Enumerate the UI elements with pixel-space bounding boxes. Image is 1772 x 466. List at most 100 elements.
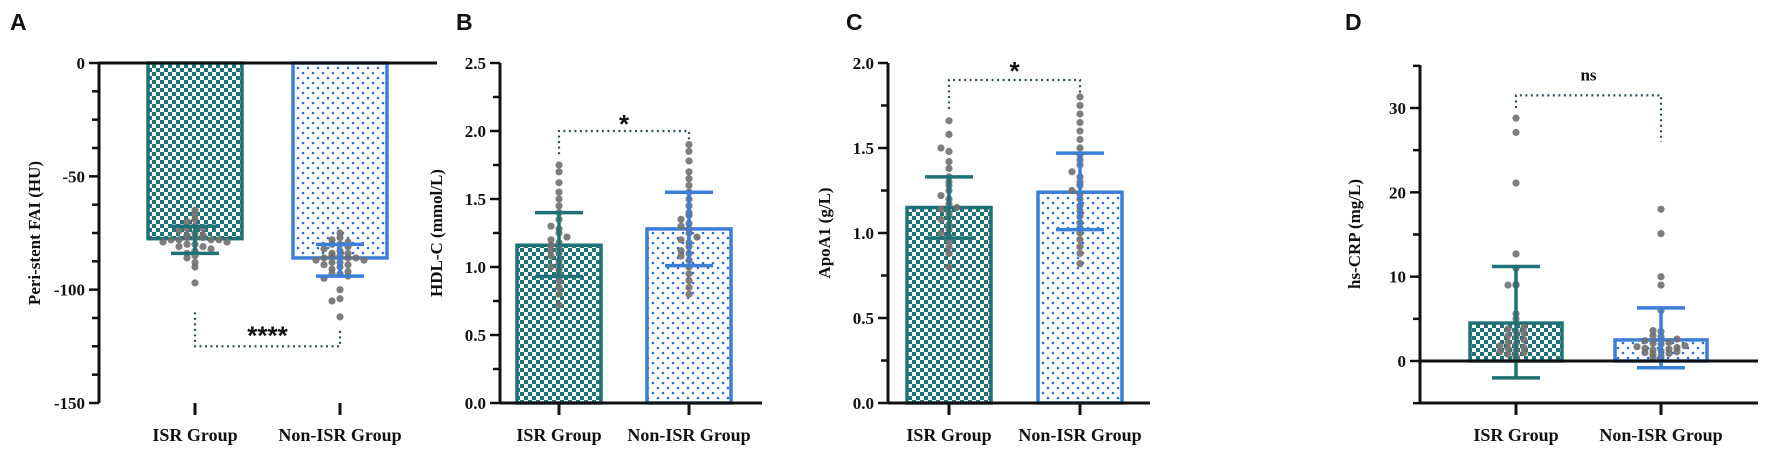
- data-point: [547, 247, 555, 255]
- data-point: [945, 243, 953, 251]
- data-point: [1641, 337, 1649, 345]
- data-point: [1520, 329, 1528, 337]
- data-point: [937, 205, 945, 213]
- y-tick-label: 2.5: [465, 54, 486, 73]
- x-category-label: ISR Group: [1473, 425, 1558, 445]
- data-point: [1504, 325, 1512, 333]
- data-point: [1504, 281, 1512, 289]
- data-point: [1520, 323, 1528, 331]
- data-point: [685, 147, 693, 155]
- data-point: [175, 227, 183, 235]
- data-point: [685, 157, 693, 165]
- data-point: [328, 258, 336, 267]
- data-point: [1068, 168, 1076, 176]
- panel-b: B 0.0 0.5 1.0 1.5 2.0 2.5 HDL-C (mmol/L) ISR Gro…: [427, 9, 762, 445]
- data-point: [685, 181, 693, 189]
- panel-c: C 0.0 0.5 1.0 1.5 2.0 ApoA1 (g/L) ISR Group Non-…: [815, 9, 1150, 445]
- x-category-label: Non-ISR Group: [627, 425, 750, 445]
- data-point: [937, 144, 945, 152]
- data-point: [555, 202, 563, 210]
- y-tick-label: 1.0: [853, 224, 874, 243]
- data-point: [555, 179, 563, 187]
- data-point: [555, 277, 563, 285]
- y-tick-label: 2.0: [853, 54, 874, 73]
- data-point: [1496, 342, 1504, 350]
- data-point: [1665, 345, 1673, 353]
- data-point: [677, 252, 685, 260]
- x-category-label: ISR Group: [152, 425, 237, 445]
- data-point: [937, 192, 945, 200]
- data-point: [693, 233, 701, 241]
- data-point: [207, 236, 215, 244]
- data-point: [1076, 243, 1084, 251]
- data-point: [207, 245, 215, 253]
- data-point: [159, 238, 167, 246]
- data-point: [320, 245, 328, 253]
- data-point: [199, 243, 207, 251]
- data-point: [183, 254, 191, 262]
- data-point: [685, 277, 693, 285]
- data-point: [685, 168, 693, 176]
- data-point: [344, 254, 352, 262]
- data-point: [1076, 127, 1084, 135]
- panel-letter: C: [846, 9, 863, 35]
- data-point: [1641, 344, 1649, 352]
- data-point: [1068, 186, 1076, 195]
- data-point: [1673, 335, 1681, 343]
- y-tick-label: 0.0: [853, 394, 874, 413]
- data-point: [320, 261, 328, 269]
- data-point: [1076, 118, 1084, 127]
- data-point: [1665, 338, 1673, 347]
- data-point: [1504, 350, 1512, 358]
- significance-label: ****: [247, 320, 288, 350]
- data-point: [945, 117, 953, 125]
- data-point: [685, 283, 693, 291]
- data-point: [1520, 348, 1528, 357]
- y-tick-label: 0: [77, 54, 86, 73]
- data-point: [191, 263, 199, 271]
- data-point: [1657, 205, 1665, 213]
- x-category-label: Non-ISR Group: [1018, 425, 1141, 445]
- data-point: [555, 301, 563, 309]
- panel-d: D 0 10 20 30 hs-CRP (mg/L) ISR Group Non-ISR Gr…: [1345, 9, 1758, 445]
- data-point: [937, 229, 945, 237]
- data-point: [1076, 260, 1084, 268]
- significance-bracket: [193, 312, 342, 348]
- data-point: [1681, 342, 1689, 350]
- data-point: [555, 168, 563, 176]
- data-point: [1520, 336, 1528, 344]
- x-category-label: ISR Group: [516, 425, 601, 445]
- data-point: [1520, 343, 1528, 352]
- data-point: [1504, 332, 1512, 340]
- data-point: [1512, 114, 1520, 122]
- data-point: [183, 218, 191, 226]
- y-tick-label: 0: [1398, 352, 1407, 371]
- data-point: [1649, 327, 1657, 335]
- panel-letter: A: [10, 9, 27, 35]
- data-point: [555, 283, 563, 291]
- data-point: [320, 254, 328, 262]
- data-point: [547, 263, 555, 271]
- y-tick-label: 1.5: [465, 190, 486, 209]
- data-point: [312, 256, 320, 264]
- significance-label: *: [1009, 56, 1020, 86]
- y-tick-label: -150: [54, 394, 85, 413]
- data-point: [945, 249, 953, 257]
- data-point: [167, 236, 175, 244]
- data-point: [1076, 93, 1084, 101]
- data-point: [336, 313, 344, 321]
- data-point: [1512, 179, 1520, 187]
- y-axis-title: hs-CRP (mg/L): [1345, 179, 1364, 289]
- data-point: [360, 256, 368, 264]
- y-tick-label: -100: [54, 281, 85, 300]
- data-point: [1076, 110, 1084, 118]
- data-point: [175, 236, 183, 244]
- data-point: [183, 233, 191, 242]
- data-point: [1076, 144, 1084, 152]
- data-point: [1673, 343, 1681, 352]
- data-point: [1076, 236, 1084, 244]
- data-point: [945, 164, 953, 172]
- data-point: [328, 297, 336, 305]
- data-point: [937, 215, 945, 223]
